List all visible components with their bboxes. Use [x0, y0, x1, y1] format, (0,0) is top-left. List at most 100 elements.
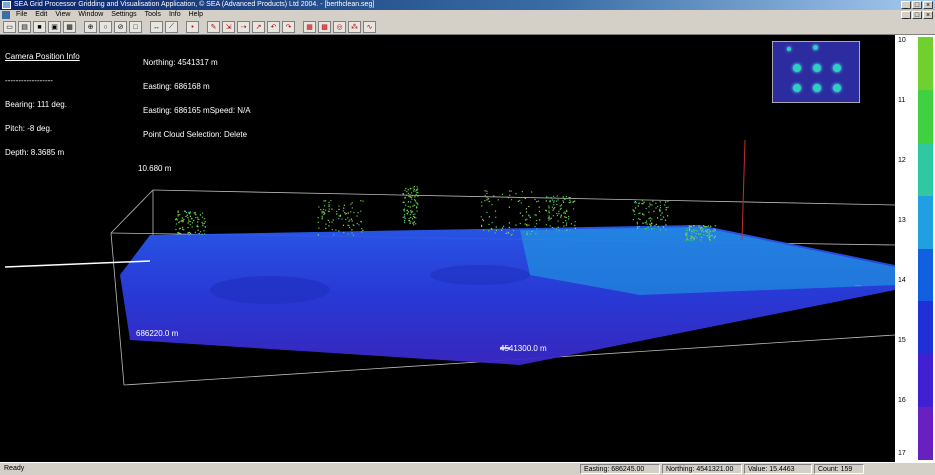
point-sample [362, 229, 364, 231]
export-button[interactable]: ▣ [48, 21, 61, 33]
menu-info[interactable]: Info [168, 11, 181, 18]
menu-view[interactable]: View [55, 11, 71, 18]
point-sample [194, 213, 196, 215]
menu-help[interactable]: Help [188, 11, 204, 18]
point-sample [701, 227, 703, 229]
undo-icon: ↶ [270, 24, 277, 31]
select-points-button[interactable]: ⇲ [222, 21, 235, 33]
point-sample [348, 220, 350, 222]
point-sample [352, 224, 354, 226]
menu-edit[interactable]: Edit [35, 11, 48, 18]
point-sample [696, 230, 698, 232]
close-button[interactable]: × [923, 1, 933, 9]
doc-restore-button[interactable]: □ [912, 11, 922, 19]
point-sample [510, 199, 513, 201]
point-sample [481, 224, 483, 226]
point-sample [703, 225, 706, 227]
profile-button[interactable]: ⟋ [165, 21, 178, 33]
cloud-button[interactable]: ⁂ [348, 21, 361, 33]
grid-button[interactable]: ▦ [303, 21, 316, 33]
new-file-button[interactable]: ▭ [3, 21, 16, 33]
3d-viewport[interactable]: 10.680 m 686220.0 m 4541300.0 m ... Came… [0, 35, 895, 462]
point-sample [545, 229, 547, 231]
open-file-button[interactable]: ▤ [18, 21, 31, 33]
point-sample [403, 208, 406, 210]
point-sample [535, 219, 538, 222]
point-sample [409, 187, 411, 189]
doc-minimize-button[interactable]: _ [901, 11, 911, 19]
point-sample [538, 210, 541, 212]
overview-minimap[interactable] [772, 41, 860, 103]
point-sample [661, 212, 663, 214]
point-sample [714, 225, 716, 227]
point-cloud-scene[interactable]: 10.680 m 686220.0 m 4541300.0 m ... [0, 35, 895, 462]
point-button[interactable]: • [186, 21, 199, 33]
delete-points-button[interactable]: ✎ [207, 21, 220, 33]
point-sample [690, 235, 692, 237]
point-sample [409, 222, 411, 224]
undo-button[interactable]: ↶ [267, 21, 280, 33]
contour-button[interactable]: ◎ [333, 21, 346, 33]
point-sample [685, 239, 687, 241]
point-sample [551, 226, 553, 229]
zoom-button[interactable]: ⊕ [84, 21, 97, 33]
point-sample [328, 205, 330, 207]
minimap-blob [793, 64, 801, 72]
rotate-button[interactable]: ○ [99, 21, 112, 33]
point-sample [634, 200, 636, 203]
filter-button[interactable]: ⇢ [237, 21, 250, 33]
point-sample [698, 233, 700, 235]
point-sample [494, 210, 497, 212]
maximize-button[interactable]: □ [912, 1, 922, 9]
point-sample [342, 210, 344, 212]
point-sample [569, 199, 571, 201]
point-sample [339, 215, 342, 217]
point-sample [707, 225, 710, 227]
point-sample [548, 205, 550, 207]
chart-button[interactable]: ∿ [363, 21, 376, 33]
line-tool-button[interactable]: ↗ [252, 21, 265, 33]
menu-window[interactable]: Window [78, 11, 104, 18]
point-sample [560, 207, 562, 209]
point-sample [181, 217, 184, 219]
point-sample [196, 224, 198, 226]
menu-settings[interactable]: Settings [111, 11, 137, 18]
point-sample [554, 207, 556, 209]
pan-button[interactable]: ⊘ [114, 21, 127, 33]
save-button[interactable]: ■ [33, 21, 46, 33]
measure-button[interactable]: ↔ [150, 21, 163, 33]
point-sample [534, 214, 536, 216]
point-sample [201, 216, 204, 218]
point-sample [342, 224, 345, 226]
point-sample [187, 232, 189, 234]
document-icon[interactable] [2, 11, 10, 19]
redo-button[interactable]: ↷ [282, 21, 295, 33]
point-sample [177, 210, 179, 212]
point-sample [410, 212, 412, 214]
point-sample [403, 201, 405, 203]
point-sample [507, 231, 509, 233]
doc-close-button[interactable]: × [923, 11, 933, 19]
point-sample [411, 196, 413, 198]
point-sample [641, 200, 644, 202]
window-title-bar[interactable]: SEA Grid Processor Gridding and Visualis… [0, 0, 935, 10]
surface-icon: ▩ [321, 24, 328, 31]
point-sample [204, 233, 206, 235]
point-sample [175, 218, 177, 220]
reset-view-button[interactable]: □ [129, 21, 142, 33]
print-button[interactable]: ▦ [63, 21, 76, 33]
point-sample [639, 218, 641, 220]
point-sample [565, 222, 568, 224]
point-sample [404, 221, 406, 223]
minimize-button[interactable]: _ [901, 1, 911, 9]
point-sample [416, 191, 418, 193]
point-sample [665, 224, 667, 226]
point-sample [188, 219, 190, 221]
point-sample [693, 225, 695, 227]
menu-tools[interactable]: Tools [144, 11, 161, 18]
point-sample [327, 219, 329, 221]
surface-button[interactable]: ▩ [318, 21, 331, 33]
menu-file[interactable]: File [16, 11, 28, 18]
point-sample [659, 207, 662, 209]
point-sample [331, 221, 333, 223]
